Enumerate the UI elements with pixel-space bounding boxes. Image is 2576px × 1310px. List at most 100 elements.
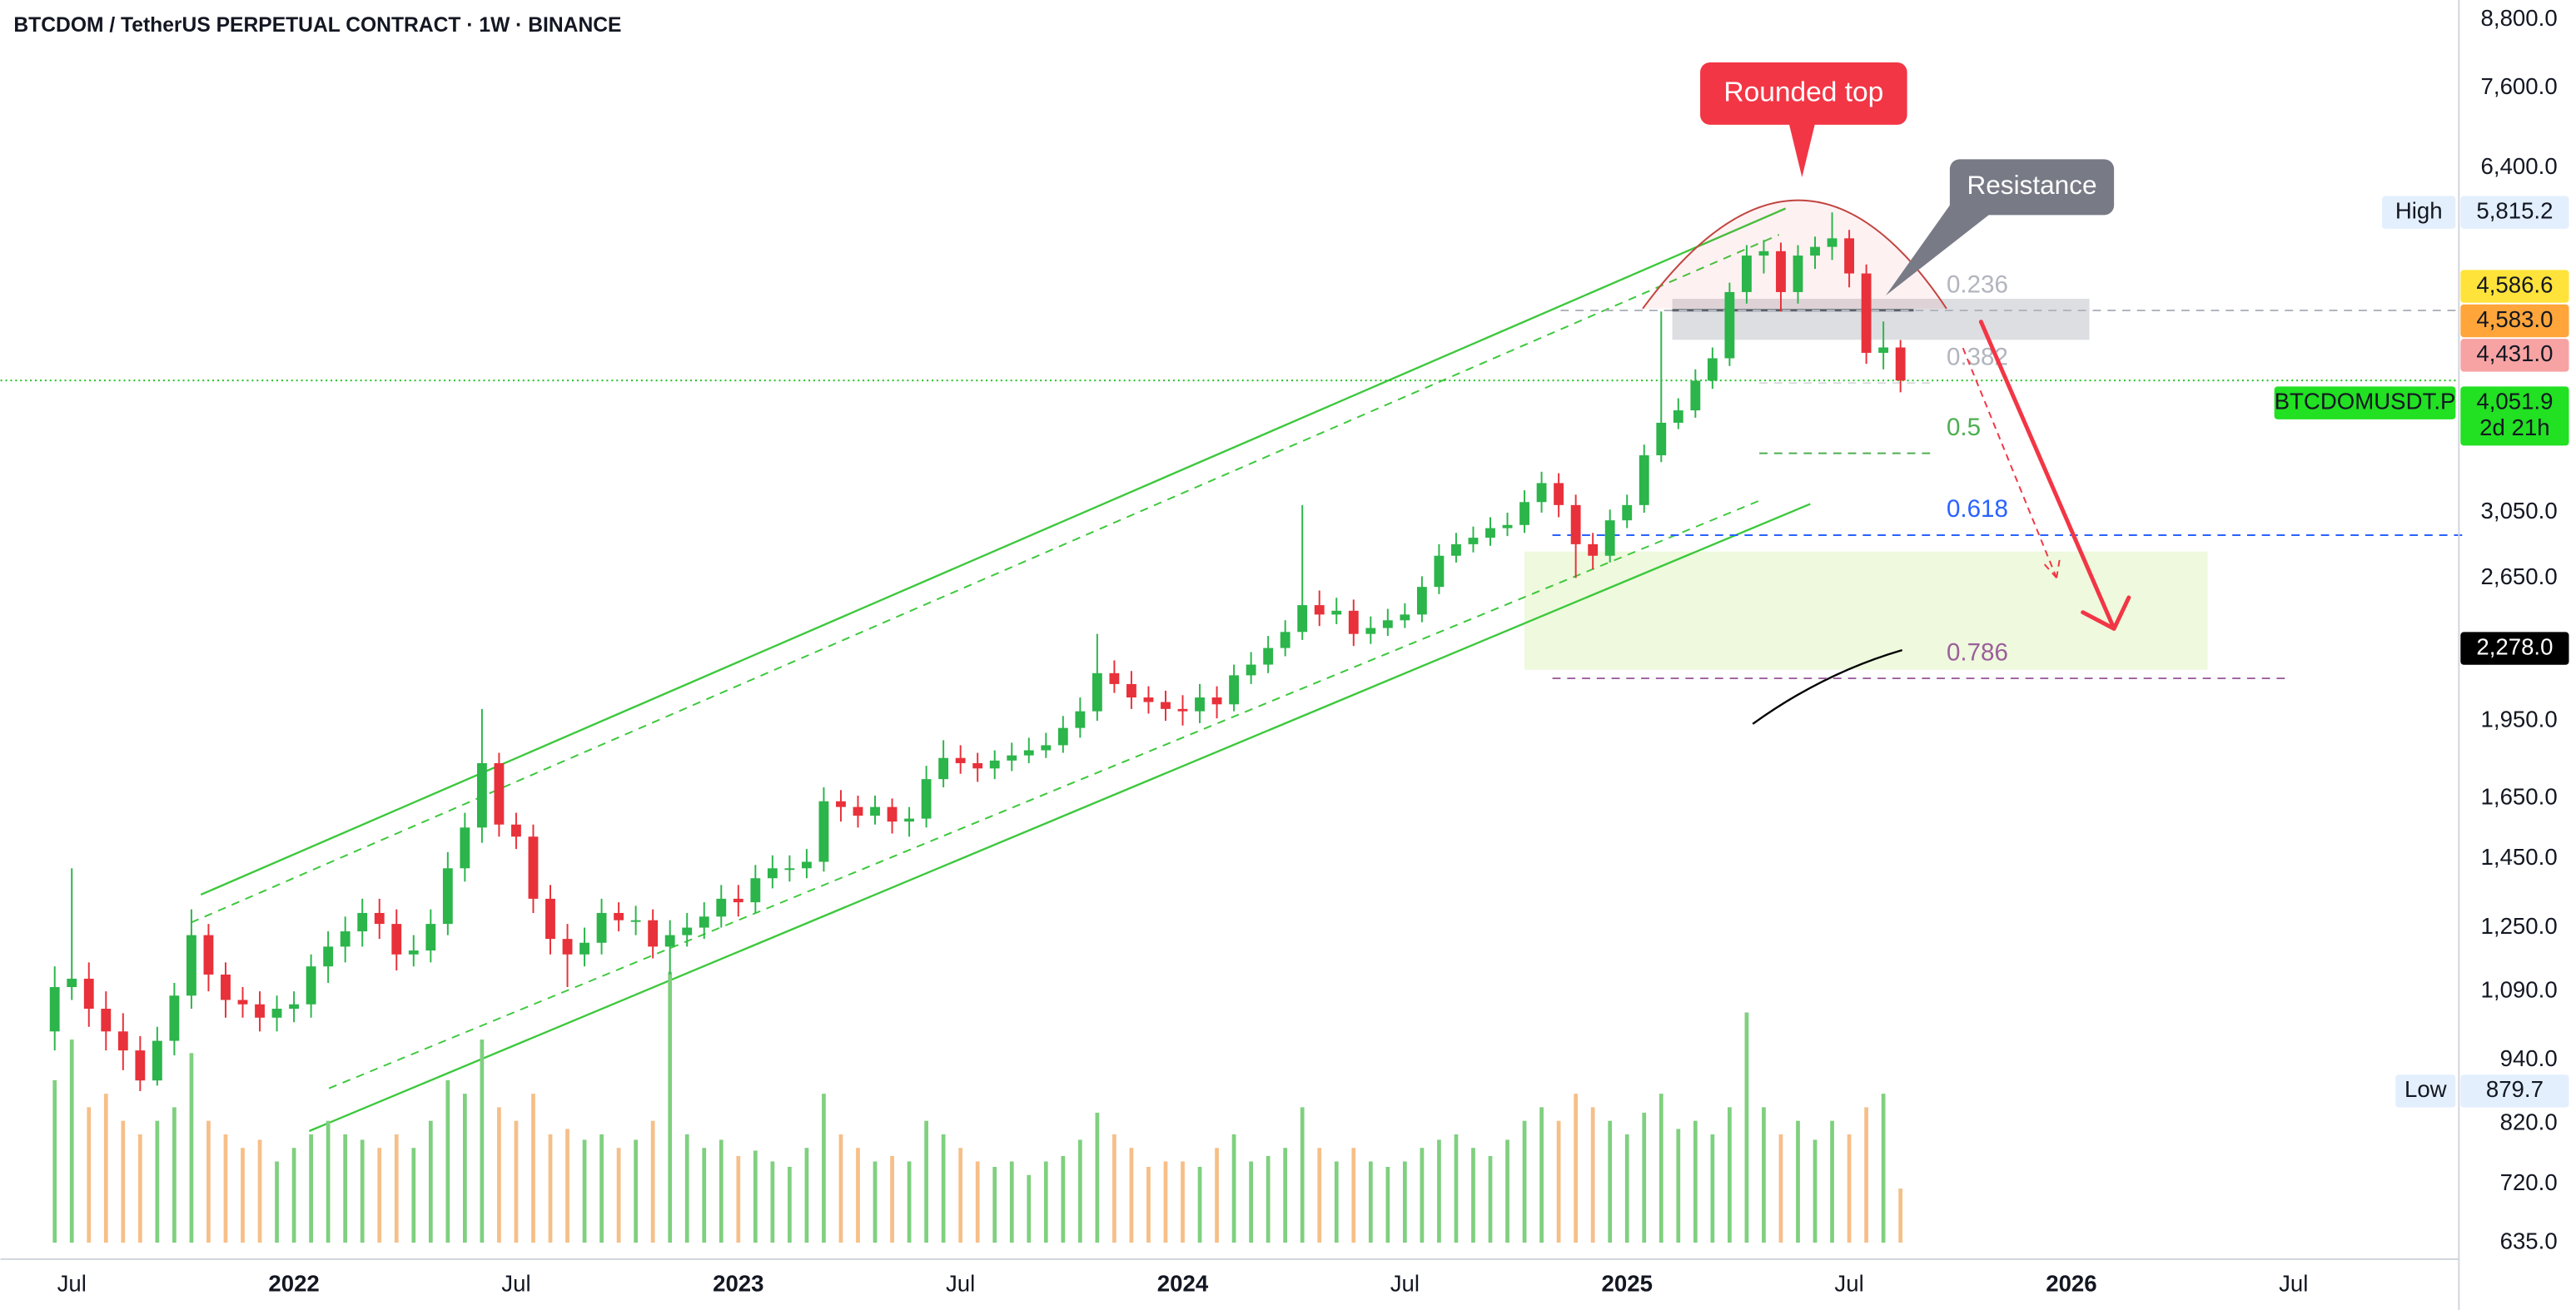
callout-text: Rounded top [1723, 77, 1883, 107]
volume-bar [924, 1120, 928, 1243]
x-tick-label: Jul [1390, 1271, 1420, 1297]
x-tick-label: Jul [57, 1271, 87, 1297]
volume-bar [992, 1167, 997, 1243]
candle-body [494, 762, 505, 825]
candle-body [237, 1000, 248, 1005]
candle-body [1707, 358, 1718, 381]
projection-arrow [1962, 347, 2061, 578]
candle-body [716, 898, 727, 917]
candle-body [853, 806, 863, 816]
candle-body [221, 974, 231, 1000]
volume-bar [719, 1139, 724, 1243]
candle-body [476, 762, 487, 828]
callout-pointer [1788, 122, 1816, 178]
candle-body [989, 760, 1000, 769]
candle-body [1057, 727, 1068, 746]
candle-body [442, 868, 453, 925]
candle-body [1554, 483, 1564, 505]
volume-bar [377, 1148, 382, 1243]
volume-bar [1898, 1188, 1903, 1243]
candle-body [1177, 708, 1188, 712]
volume-bar [1368, 1161, 1373, 1243]
candle-body [784, 868, 795, 871]
volume-bar [838, 1134, 843, 1243]
price-label-value: 4,583.0 [2476, 306, 2553, 332]
y-tick-label: 635.0 [2500, 1228, 2558, 1253]
candle-body [1211, 697, 1222, 705]
y-tick-label: 1,090.0 [2481, 976, 2558, 1002]
volume-bar [1642, 1112, 1647, 1243]
y-tick-label: 720.0 [2500, 1169, 2558, 1195]
callout-text: Resistance [1967, 170, 2096, 200]
volume-bar [1813, 1139, 1818, 1243]
volume-bar [822, 1094, 826, 1243]
candle-body [1502, 524, 1513, 528]
candle-body [1485, 528, 1495, 538]
candle-body [887, 806, 898, 822]
price-label-box [2460, 196, 2569, 229]
candle-body [630, 920, 641, 922]
volume-bar [1334, 1161, 1339, 1243]
volume-bar [1420, 1148, 1425, 1243]
candle-body [1673, 410, 1683, 423]
price-label-countdown: 2d 21h [2479, 414, 2549, 440]
candle-body [1588, 543, 1599, 556]
volume-bar [1830, 1120, 1834, 1243]
volume-bar [445, 1079, 450, 1243]
candle-body [1348, 610, 1359, 634]
volume-bar [565, 1129, 569, 1243]
channel-line [200, 207, 1787, 896]
candle-body [169, 995, 180, 1041]
candle-body [255, 1004, 265, 1018]
candle-body [1195, 697, 1205, 712]
candle-body [306, 966, 316, 1005]
price-label-name-box [2395, 1074, 2456, 1108]
volume-bar [1778, 1134, 1783, 1243]
candle-body [271, 1009, 282, 1018]
candle-body [1724, 291, 1735, 359]
price-label-box [2460, 1074, 2569, 1108]
price-label-box [2460, 386, 2569, 446]
candle-body [1314, 605, 1325, 615]
candle-body [870, 806, 880, 816]
candle-body [1382, 620, 1393, 628]
x-tick-label: Jul [501, 1271, 530, 1297]
volume-bar [1437, 1139, 1441, 1243]
candle-body [1827, 238, 1838, 247]
volume-bar [1129, 1148, 1134, 1243]
candle-body [357, 912, 368, 932]
y-tick-label: 3,050.0 [2481, 498, 2558, 524]
candle-body [818, 801, 829, 862]
axes: 635.0 720.0 820.0 940.0 1,090.0 1,250.0 1,450.… [57, 5, 2558, 1297]
candle-body [699, 916, 709, 928]
candle-body [1468, 538, 1479, 544]
volume-bar [103, 1094, 108, 1243]
price-label-name: High [2395, 198, 2443, 224]
candle-body [49, 987, 60, 1032]
volume-bar [1266, 1155, 1271, 1243]
volume-bar [958, 1148, 963, 1243]
volume [52, 971, 1903, 1243]
volume-bar [788, 1167, 792, 1243]
candle-body [152, 1040, 162, 1081]
volume-bar [326, 1120, 331, 1243]
price-labels: 5,815.2High4,586.64,583.04,431.04,051.92… [2275, 196, 2569, 1108]
volume-bar [189, 1053, 194, 1243]
volume-bar [1624, 1134, 1629, 1243]
candle-body [323, 946, 334, 967]
volume-bar [360, 1139, 365, 1243]
volume-bar [1095, 1112, 1100, 1243]
volume-bar [1112, 1134, 1116, 1243]
y-tick-label: 820.0 [2500, 1109, 2558, 1135]
candle-body [664, 935, 675, 947]
price-label-box [2460, 339, 2569, 372]
volume-bar [275, 1161, 279, 1243]
candle-body [1451, 543, 1461, 556]
y-tick-label: 1,650.0 [2481, 784, 2558, 810]
candle-body [1297, 605, 1308, 633]
channel-line [191, 234, 1780, 924]
candle-body [1776, 251, 1786, 292]
volume-bar [428, 1120, 433, 1243]
